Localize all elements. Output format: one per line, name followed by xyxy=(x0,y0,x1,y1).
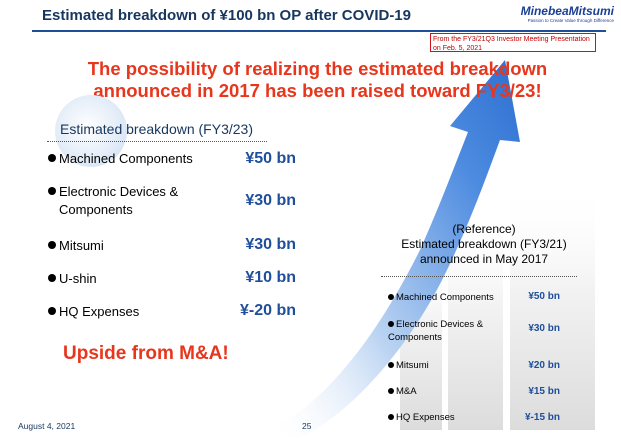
reference-item: Mitsumi xyxy=(388,359,429,372)
bullet-dot-icon xyxy=(48,154,56,162)
reference-item-label: Electronic Devices & xyxy=(396,319,484,330)
reference-item-label: Machined Components xyxy=(396,292,494,303)
estimate-item-label: Electronic Devices & xyxy=(59,184,179,199)
reference-item-value: ¥20 bn xyxy=(528,360,560,371)
decorative-circle xyxy=(55,95,127,167)
estimate-item: Mitsumi xyxy=(48,237,104,255)
estimate-item-label: U-shin xyxy=(59,271,97,286)
growth-arrow-icon xyxy=(270,60,520,438)
bullet-dot-icon xyxy=(48,187,56,195)
reference-item-value: ¥30 bn xyxy=(528,323,560,334)
reference-item: HQ Expenses xyxy=(388,411,455,424)
slide-title: Estimated breakdown of ¥100 bn OP after … xyxy=(42,7,411,24)
estimate-item-label: HQ Expenses xyxy=(59,304,140,319)
reference-label: (Reference) xyxy=(452,222,516,236)
reference-item-label-cont: Components xyxy=(388,332,442,343)
estimate-item: Machined Components xyxy=(48,150,193,168)
estimate-item-value: ¥-20 bn xyxy=(239,302,296,319)
logo-name: MinebeaMitsumi xyxy=(520,4,614,18)
estimate-item-label: Machined Components xyxy=(59,151,193,166)
bullet-dot-icon xyxy=(388,294,394,300)
headline-line-1: The possibility of realizing the estimat… xyxy=(87,58,548,79)
estimate-item-value: ¥50 bn xyxy=(245,150,296,167)
estimate-item-label-cont: Components xyxy=(59,202,133,217)
estimate-item: U-shin xyxy=(48,270,97,288)
bullet-dot-icon xyxy=(388,388,394,394)
upside-callout: Upside from M&A! xyxy=(63,343,229,364)
estimate-item-value: ¥10 bn xyxy=(245,269,296,286)
company-logo: MinebeaMitsumi Passion to Create Value t… xyxy=(480,5,614,24)
reference-item-value: ¥15 bn xyxy=(528,386,560,397)
estimate-item-value: ¥30 bn xyxy=(245,236,296,253)
estimate-item: HQ Expenses xyxy=(48,303,139,321)
reference-item: M&A xyxy=(388,385,417,398)
reference-subtitle: announced in May 2017 xyxy=(419,252,549,266)
bullet-dot-icon xyxy=(48,307,56,315)
reference-item: Electronic Devices & Components xyxy=(388,318,483,344)
reference-item-value: ¥-15 bn xyxy=(524,412,560,423)
estimate-item-label: Mitsumi xyxy=(59,238,104,253)
bullet-dot-icon xyxy=(388,362,394,368)
bullet-dot-icon xyxy=(48,274,56,282)
reference-item-label: HQ Expenses xyxy=(396,412,455,423)
footer-date: August 4, 2021 xyxy=(18,421,76,431)
estimate-divider xyxy=(47,141,267,142)
page-number: 25 xyxy=(302,421,312,431)
title-divider xyxy=(32,30,606,32)
logo-tagline: Passion to Create Value through Differen… xyxy=(527,18,614,23)
reference-item-value: ¥50 bn xyxy=(528,291,560,302)
bullet-dot-icon xyxy=(48,241,56,249)
reference-divider xyxy=(381,276,577,277)
bullet-dot-icon xyxy=(388,414,394,420)
estimate-item-value: ¥30 bn xyxy=(245,192,296,209)
headline-line-2: announced in 2017 has been raised toward… xyxy=(93,80,542,101)
headline: The possibility of realizing the estimat… xyxy=(40,58,595,102)
reference-item-label: Mitsumi xyxy=(396,360,429,371)
estimate-item: Electronic Devices & Components xyxy=(48,183,178,219)
bg-bar-3 xyxy=(510,180,595,430)
reference-item: Machined Components xyxy=(388,291,494,304)
reference-header: (Reference) Estimated breakdown (FY3/21)… xyxy=(384,222,584,267)
reference-title: Estimated breakdown (FY3/21) xyxy=(401,237,567,251)
bullet-dot-icon xyxy=(388,321,394,327)
source-note: From the FY3/21Q3 Investor Meeting Prese… xyxy=(430,33,596,52)
reference-item-label: M&A xyxy=(396,386,417,397)
estimate-title: Estimated breakdown (FY3/23) xyxy=(60,121,253,137)
